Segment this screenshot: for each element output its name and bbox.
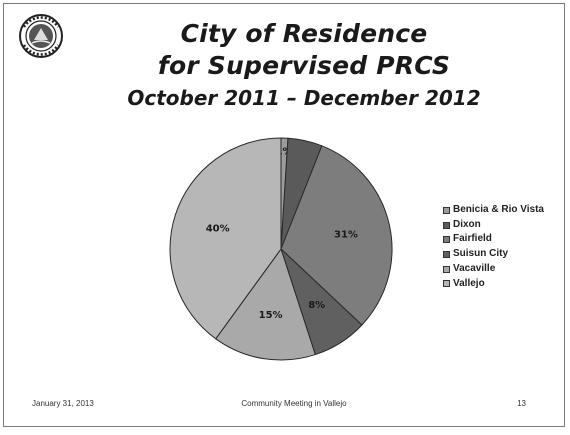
pie-slice-fairfield [280,145,393,326]
legend-item: Vallejo [443,277,544,292]
legend-item: Benicia & Rio Vista [443,203,544,218]
legend-label: Dixon [453,218,481,230]
legend-label: Benicia & Rio Vista [453,204,544,215]
chart-subtitle: October 2011 – December 2012 [127,86,481,110]
legend-swatch [443,250,450,258]
legend-label: Suisun City [453,248,509,260]
legend-swatch [443,206,450,214]
footer-meeting: Community Meeting in Vallejo [241,399,347,408]
chart-title-line-2: for Supervised PRCS [157,51,451,80]
legend-swatch [443,236,450,244]
legend-label: Vacaville [453,262,496,274]
legend-label: Vallejo [453,277,485,289]
pie-slice-vallejo [169,137,282,340]
data-label-fairfield: 31% [334,229,358,240]
legend-label: Fairfield [453,233,492,245]
title-block: City of Residence for Supervised PRCS Oc… [64,18,544,112]
legend-swatch [443,280,450,288]
footer-page-number: 13 [517,399,526,408]
data-label-suisun-city: 8% [308,300,325,311]
legend-swatch [443,221,450,229]
pie-slice-vacaville [215,247,316,361]
data-label-vacaville: 15% [259,310,283,321]
footer-date: January 31, 2013 [32,399,94,408]
legend-item: Fairfield [443,232,544,247]
legend-swatch [443,265,450,273]
chart-title-line-1: City of Residence [180,19,428,48]
data-label-vallejo: 40% [206,223,230,234]
slide: City of Residence for Supervised PRCS Oc… [3,3,565,427]
legend-item: Vacaville [443,262,544,277]
chart-legend: Benicia & Rio Vista Dixon Fairfield Suisun … [443,203,544,291]
legend-item: Suisun City [443,247,544,262]
legend-item: Dixon [443,218,544,233]
pie-chart: 1% 31% 8% 15% 40% [169,137,393,361]
city-seal-logo [19,14,63,58]
data-label-benicia-rio-vista: 1% [276,146,293,157]
